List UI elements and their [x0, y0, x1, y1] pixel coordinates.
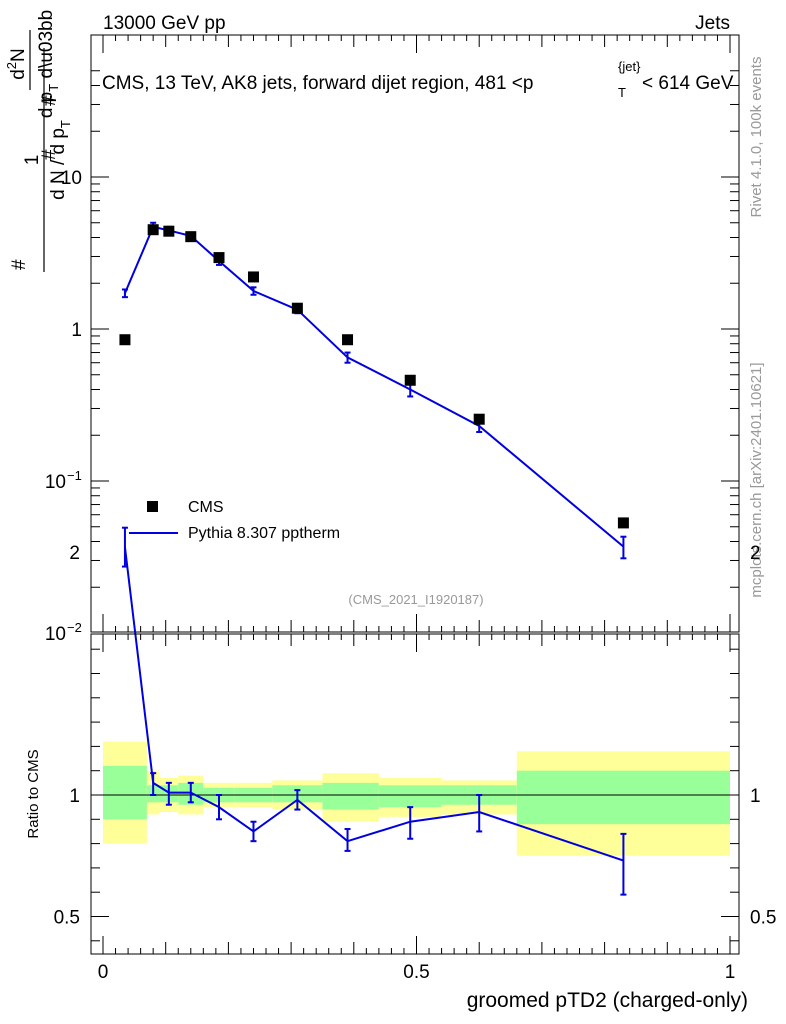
ratio-y-tick-labels: 0.5 0.5 1 1 2 2 [54, 543, 777, 929]
main-axis-ticks [91, 35, 739, 632]
legend-data-label: CMS [188, 499, 224, 516]
ratio-y-tick-label: 0.5 [54, 908, 80, 929]
legend-data-marker [147, 501, 158, 512]
ratio-panel: 0.5 0.51 12 2 Ratio to CMS 0 0.5 1 groomed pT… [25, 526, 777, 1012]
svg-text:d pT d\u03bb: d pT d\u03bb [36, 10, 61, 118]
svg-text:1: 1 [22, 155, 43, 166]
data-point [119, 334, 131, 346]
data-point [617, 517, 629, 529]
header-left: 13000 GeV pp [103, 13, 226, 34]
data-point [185, 231, 197, 243]
legend-mc-label: Pythia 8.307 pptherm [188, 525, 340, 542]
svg-text:d N / d pT: d N / d pT [48, 120, 73, 200]
data-point [404, 374, 416, 386]
ratio-y-tick-label-right: 2 [750, 543, 761, 564]
ratio-y-tick-label: 2 [69, 543, 80, 564]
data-points [119, 224, 629, 529]
data-point [213, 252, 225, 264]
ratio-curve [121, 526, 627, 896]
y-tick-label: 1 [71, 320, 82, 341]
ratio-y-tick-label-right: 0.5 [750, 908, 776, 929]
mcplots-label: mcplots.cern.ch [arXiv:2401.10621] [748, 362, 765, 597]
svg-text:#: # [39, 149, 60, 160]
data-point [342, 334, 354, 346]
stat-uncertainty-band [378, 785, 442, 808]
ratio-axis-ticks [91, 634, 739, 954]
plot-title: CMS, 13 TeV, AK8 jets, forward dijet reg… [102, 73, 533, 94]
y-tick-label: 10 [61, 168, 82, 189]
title-prefix: CMS, 13 TeV, AK8 jets, forward dijet reg… [102, 73, 533, 94]
data-point [473, 413, 485, 425]
ratio-frame [90, 633, 740, 955]
stat-uncertainty-band [516, 770, 730, 825]
x-tick-label: 0.5 [403, 962, 429, 983]
ratio-y-tick-label-right: 1 [750, 786, 761, 807]
rivet-label: Rivet 4.1.0, 100k events [748, 57, 765, 218]
ratio-y-tick-label: 1 [69, 786, 80, 807]
stat-uncertainty-band [103, 765, 147, 820]
x-tick-labels: 0 0.5 1 [98, 962, 736, 983]
data-point [291, 302, 303, 314]
ratio-uncertainty-bands [103, 741, 730, 856]
svg-text:d2N: d2N [4, 48, 29, 80]
ratio-y-label: Ratio to CMS [25, 749, 42, 838]
y-tick-exponent: −2 [67, 620, 82, 635]
title-sup: {jet} [618, 59, 641, 74]
data-point [163, 225, 175, 237]
title-sub: T [618, 85, 626, 100]
x-tick-label: 0 [98, 962, 109, 983]
analysis-watermark: (CMS_2021_I1920187) [348, 592, 483, 607]
svg-text:#: # [39, 95, 60, 106]
stat-uncertainty-band [322, 782, 379, 810]
main-y-label: 1 d N / d pT d2N d pT d\u03bb # # # [4, 10, 73, 272]
y-tick-exponent: −1 [67, 468, 82, 483]
data-point [147, 224, 159, 236]
title-suffix: < 614 GeV [642, 73, 734, 94]
y-tick-label: 10 [45, 624, 66, 645]
x-axis-label: groomed pTD2 (charged-only) [467, 989, 748, 1012]
y-tick-label: 10 [45, 472, 66, 493]
header-right: Jets [695, 13, 730, 34]
svg-text:#: # [9, 259, 30, 270]
main-frame [90, 34, 740, 633]
data-point [247, 271, 259, 283]
x-tick-label: 1 [725, 962, 736, 983]
